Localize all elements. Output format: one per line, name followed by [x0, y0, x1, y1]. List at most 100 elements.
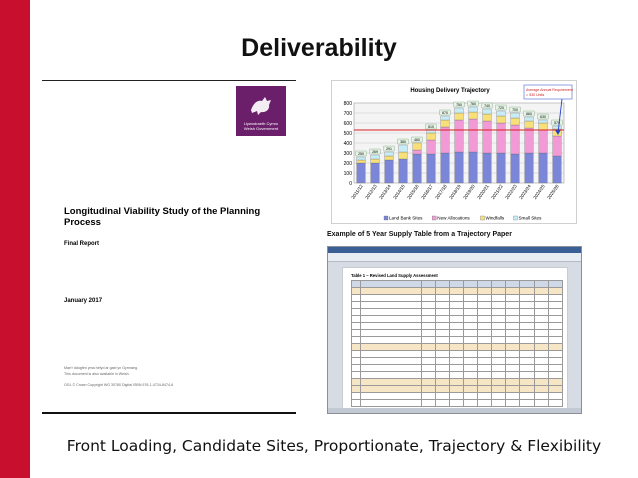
report-title: Longitudinal Viability Study of the Plan… [64, 206, 261, 228]
table-row [351, 287, 564, 295]
table-cell [477, 385, 493, 393]
report-subtitle: Final Report [64, 241, 100, 247]
x-tick-label: 2022/23 [504, 183, 518, 200]
table-cell [351, 315, 361, 323]
bar-segment [496, 115, 506, 124]
table-cell [448, 364, 464, 372]
table-cell [448, 336, 464, 344]
table-cell [505, 308, 521, 316]
table-cell [519, 343, 535, 351]
table-cell [448, 287, 464, 295]
table-cell [351, 294, 361, 302]
bar-segment [524, 152, 534, 184]
bar-segment [538, 122, 548, 131]
bar-segment [496, 110, 506, 117]
table-cell [477, 378, 493, 386]
supply-table [351, 280, 564, 407]
bar-segment [482, 120, 492, 154]
bar-segment [398, 158, 408, 184]
table-cell [420, 336, 436, 344]
total-data-label: 291 [386, 147, 392, 151]
bar-segment [384, 151, 394, 157]
table-cell [434, 399, 450, 407]
total-label-box [495, 104, 507, 111]
table-cell [420, 294, 436, 302]
total-data-label: 720 [498, 106, 504, 110]
table-cell [434, 392, 450, 400]
table-cell [533, 350, 549, 358]
spreadsheet-title: Table 1 – Revised Land Supply Assessment [351, 273, 438, 278]
table-cell [547, 301, 564, 309]
table-cell [448, 294, 464, 302]
table-row [351, 350, 564, 358]
total-data-label: 700 [512, 108, 518, 112]
table-cell [359, 294, 422, 302]
table-cell [351, 364, 361, 372]
table-cell [434, 280, 450, 288]
table-cell [359, 322, 422, 330]
legend-swatch [432, 215, 437, 221]
table-cell [420, 315, 436, 323]
table-cell [420, 371, 436, 379]
bar-segment [440, 152, 450, 184]
table-cell [547, 322, 564, 330]
table-row [351, 364, 564, 372]
table-cell [359, 399, 422, 407]
table-cell [547, 315, 564, 323]
bar-segment [510, 117, 520, 126]
dragon-icon [251, 97, 271, 115]
table-cell [462, 308, 479, 316]
table-cell [533, 357, 549, 365]
table-cell [462, 378, 479, 386]
table-cell [519, 294, 535, 302]
total-data-label: 570 [554, 121, 560, 125]
bar-segment [370, 154, 380, 160]
table-row [351, 371, 564, 379]
table-cell [505, 322, 521, 330]
table-cell [359, 392, 422, 400]
table-cell [477, 315, 493, 323]
table-cell [351, 392, 361, 400]
table-cell [351, 357, 361, 365]
bar-segment [398, 144, 408, 153]
table-cell [505, 294, 521, 302]
legend-entry: Small Sites [518, 216, 542, 221]
total-label-box [355, 150, 367, 157]
annotation-arrow [557, 98, 563, 134]
table-cell [547, 357, 564, 365]
table-cell [477, 287, 493, 295]
table-cell [477, 280, 493, 288]
table-cell [359, 371, 422, 379]
table-cell [519, 357, 535, 365]
table-cell [491, 343, 507, 351]
bar-segment [468, 106, 478, 113]
table-cell [434, 315, 450, 323]
table-cell [420, 287, 436, 295]
annotation-box [523, 84, 573, 100]
legend-entry: Land Bank Sites [389, 216, 423, 221]
table-row [351, 343, 564, 351]
table-cell [420, 322, 436, 330]
table-cell [351, 371, 361, 379]
table-cell [420, 329, 436, 337]
table-cell [462, 287, 479, 295]
bar-segment [440, 115, 450, 121]
table-cell [420, 308, 436, 316]
table-row [351, 322, 564, 330]
table-cell [434, 343, 450, 351]
table-cell [519, 322, 535, 330]
bar-segment [440, 119, 450, 128]
bar-segment [510, 153, 520, 184]
table-cell [547, 385, 564, 393]
table-cell [505, 392, 521, 400]
table-cell [533, 287, 549, 295]
total-label-box [397, 138, 409, 145]
total-label-box [509, 106, 521, 113]
total-label-box [551, 119, 563, 126]
x-tick-label: 2018/19 [448, 183, 462, 200]
total-data-label: 760 [470, 102, 476, 106]
total-label-box [467, 100, 479, 107]
table-cell [448, 399, 464, 407]
spreadsheet-document: Table 1 – Revised Land Supply Assessment [342, 267, 568, 413]
table-cell [533, 364, 549, 372]
